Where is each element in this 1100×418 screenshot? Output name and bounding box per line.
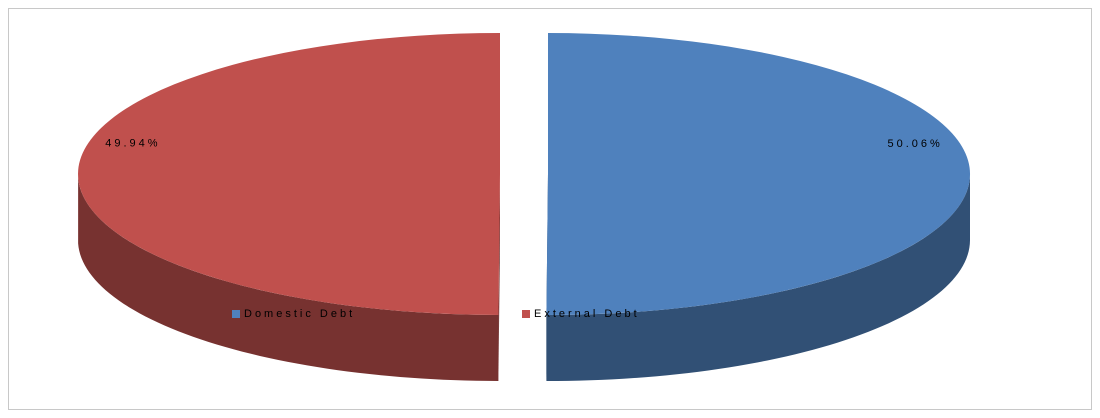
data-label: 50.06%: [887, 138, 942, 150]
pie-cut-face: [498, 173, 501, 381]
legend-label: Domestic Debt: [244, 308, 355, 320]
legend-swatch: [232, 310, 240, 318]
legend-label: External Debt: [534, 308, 640, 320]
pie-slice: [78, 32, 501, 315]
pie-slice: [546, 33, 971, 316]
pie-side: [78, 177, 499, 381]
pie-side: [546, 174, 970, 382]
legend-swatch: [522, 310, 530, 318]
data-label: 49.94%: [105, 138, 160, 150]
